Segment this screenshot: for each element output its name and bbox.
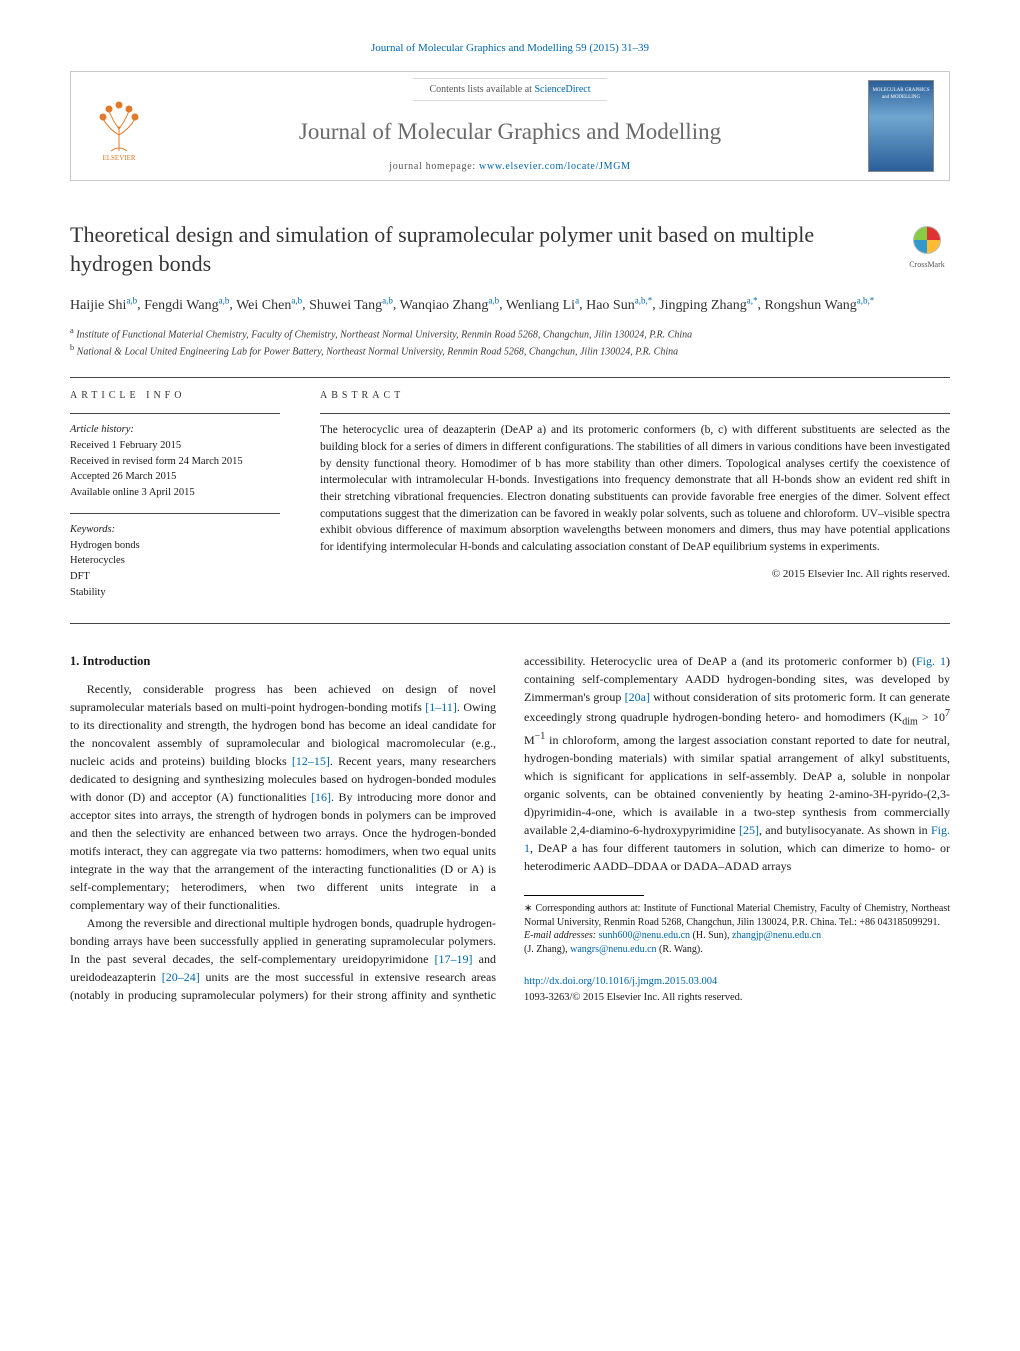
contents-line: Contents lists available at ScienceDirec… xyxy=(413,78,606,101)
author: Hao Suna,b,* xyxy=(586,298,652,313)
intro-p1: Recently, considerable progress has been… xyxy=(70,680,496,914)
affiliation-b: b National & Local United Engineering La… xyxy=(70,342,950,359)
author: Wei Chena,b xyxy=(236,298,302,313)
ref-16[interactable]: [16] xyxy=(311,790,331,804)
history-line: Available online 3 April 2015 xyxy=(70,485,280,501)
article-info-row: ARTICLE INFO Article history: Received 1… xyxy=(70,388,950,613)
abstract-text: The heterocyclic urea of deazapterin (De… xyxy=(320,422,950,555)
abstract-heading: ABSTRACT xyxy=(320,388,950,403)
crossmark-label: CrossMark xyxy=(904,259,950,271)
history-line: Accepted 26 March 2015 xyxy=(70,469,280,485)
article-history: Article history: Received 1 February 201… xyxy=(70,422,280,501)
ref-1-11[interactable]: [1–11] xyxy=(425,700,457,714)
author: Fengdi Wanga,b xyxy=(144,298,229,313)
author-list: Haijie Shia,b, Fengdi Wanga,b, Wei Chena… xyxy=(70,294,950,316)
ref-25[interactable]: [25] xyxy=(739,823,759,837)
affiliations: a Institute of Functional Material Chemi… xyxy=(70,325,950,360)
history-line: Received 1 February 2015 xyxy=(70,438,280,454)
publisher-logo: ELSEVIER xyxy=(71,72,167,181)
history-label: Article history: xyxy=(70,424,134,435)
keywords-label: Keywords: xyxy=(70,524,115,535)
keywords-block: Keywords: Hydrogen bondsHeterocyclesDFTS… xyxy=(70,522,280,601)
masthead-cover: MOLECULAR GRAPHICS and MODELLING xyxy=(853,72,949,181)
author: Jingping Zhanga,* xyxy=(659,298,757,313)
header-citation: Journal of Molecular Graphics and Modell… xyxy=(70,40,950,57)
sciencedirect-link[interactable]: ScienceDirect xyxy=(534,84,590,95)
journal-cover-image: MOLECULAR GRAPHICS and MODELLING xyxy=(868,80,934,172)
homepage-prefix: journal homepage: xyxy=(389,161,479,172)
issn-copyright: 1093-3263/© 2015 Elsevier Inc. All right… xyxy=(524,990,950,1006)
crossmark-icon xyxy=(912,225,942,255)
abstract-copyright: © 2015 Elsevier Inc. All rights reserved… xyxy=(320,566,950,583)
contents-prefix: Contents lists available at xyxy=(429,84,534,95)
article-title: Theoretical design and simulation of sup… xyxy=(70,221,886,278)
crossmark-badge[interactable]: CrossMark xyxy=(904,225,950,271)
author: Shuwei Tanga,b xyxy=(309,298,393,313)
keyword: Hydrogen bonds xyxy=(70,538,280,554)
author: Haijie Shia,b xyxy=(70,298,137,313)
email-zhang[interactable]: zhangjp@nenu.edu.cn xyxy=(732,930,821,941)
citation-link[interactable]: Journal of Molecular Graphics and Modell… xyxy=(371,42,649,54)
journal-name: Journal of Molecular Graphics and Modell… xyxy=(299,115,721,150)
separator-2 xyxy=(70,623,950,624)
keyword: Heterocycles xyxy=(70,553,280,569)
keyword: Stability xyxy=(70,585,280,601)
keyword: DFT xyxy=(70,569,280,585)
masthead: ELSEVIER Contents lists available at Sci… xyxy=(70,71,950,182)
abstract-block: ABSTRACT The heterocyclic urea of deazap… xyxy=(320,388,950,613)
doi-link[interactable]: http://dx.doi.org/10.1016/j.jmgm.2015.03… xyxy=(524,976,717,987)
body-text: 1. Introduction Recently, considerable p… xyxy=(70,652,950,1006)
svg-text:ELSEVIER: ELSEVIER xyxy=(102,154,135,161)
corresponding-author: ∗ Corresponding authors at: Institute of… xyxy=(524,902,950,929)
separator xyxy=(70,377,950,378)
email-sun[interactable]: sunh600@nenu.edu.cn xyxy=(599,930,690,941)
masthead-center: Contents lists available at ScienceDirec… xyxy=(167,72,853,181)
ref-12-15[interactable]: [12–15] xyxy=(292,754,330,768)
ref-17-19[interactable]: [17–19] xyxy=(435,952,473,966)
section-heading: 1. Introduction xyxy=(70,652,496,671)
article-info-heading: ARTICLE INFO xyxy=(70,388,280,403)
author: Rongshun Wanga,b,* xyxy=(764,298,874,313)
author: Wenliang Lia xyxy=(506,298,579,313)
history-line: Received in revised form 24 March 2015 xyxy=(70,454,280,470)
footnote-rule xyxy=(524,895,644,896)
author: Wanqiao Zhanga,b xyxy=(400,298,499,313)
doi-block: http://dx.doi.org/10.1016/j.jmgm.2015.03… xyxy=(524,974,950,1006)
ref-20-24[interactable]: [20–24] xyxy=(162,970,200,984)
footnotes: ∗ Corresponding authors at: Institute of… xyxy=(524,902,950,956)
homepage-line: journal homepage: www.elsevier.com/locat… xyxy=(389,159,631,174)
article-info: ARTICLE INFO Article history: Received 1… xyxy=(70,388,280,613)
fig1-link[interactable]: Fig. 1 xyxy=(916,654,946,668)
ref-20a[interactable]: [20a] xyxy=(625,690,650,704)
homepage-link[interactable]: www.elsevier.com/locate/JMGM xyxy=(479,161,631,172)
affiliation-a: a Institute of Functional Material Chemi… xyxy=(70,325,950,342)
elsevier-tree-icon: ELSEVIER xyxy=(89,91,149,161)
email-addresses: E-mail addresses: sunh600@nenu.edu.cn (H… xyxy=(524,929,950,956)
email-wang[interactable]: wangrs@nenu.edu.cn xyxy=(570,944,656,955)
